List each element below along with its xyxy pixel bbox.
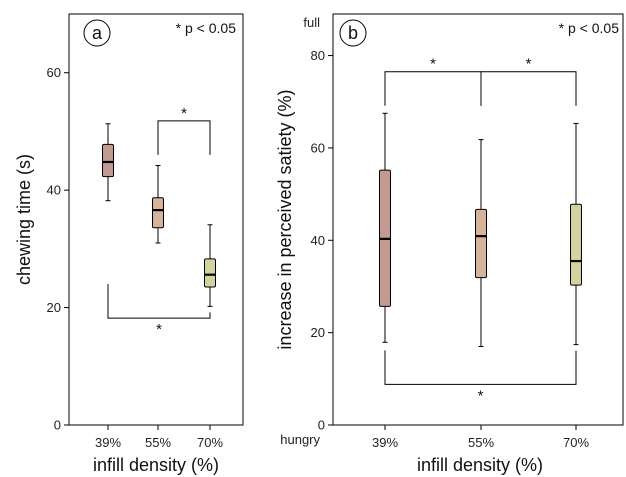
panel-b-y-tick-label: 80 — [311, 48, 325, 63]
panel-a-significance-brackets: ** — [107, 105, 211, 338]
panel-a-y-axis-title: chewing time (s) — [14, 154, 34, 285]
panel-a-x-axis: 39% 55% 70% — [95, 425, 223, 450]
panel-a-y-tick-label: 60 — [47, 65, 61, 80]
bracket-line — [384, 350, 577, 385]
panel-a-box-70pct — [204, 224, 216, 307]
panel-a-y-axis: 0 20 40 60 — [47, 65, 69, 433]
panel-b-y-label-hungry: hungry — [280, 432, 320, 447]
panel-b-y-axis-title: increase in perceived satiety (%) — [275, 89, 295, 349]
panel-a-box-39pct — [102, 123, 114, 202]
panel-b-box-39pct — [379, 112, 391, 343]
panel-b-significance-note: * p < 0.05 — [559, 20, 620, 36]
panel-b-x-tick-label: 70% — [563, 435, 589, 450]
significance-bracket: * — [384, 56, 482, 106]
panel-a-x-axis-title: infill density (%) — [93, 455, 219, 475]
panel-b-significance-brackets: * * * — [384, 56, 577, 404]
panel-b-boxplots — [379, 112, 582, 347]
significance-star: * — [430, 56, 436, 73]
panel-b-box-70pct — [570, 122, 582, 346]
significance-bracket: * — [107, 284, 211, 338]
panel-b-y-tick-label: 20 — [311, 325, 325, 340]
interquartile-box — [204, 258, 216, 288]
panel-b-y-tick-label: 60 — [311, 140, 325, 155]
panel-b-y-tick-label: 0 — [318, 418, 325, 433]
panel-b-x-tick-label: 39% — [372, 435, 398, 450]
panel-a-x-tick-label: 70% — [197, 435, 223, 450]
panel-b-letter: b — [348, 23, 358, 43]
panel-a-boxplots — [102, 123, 216, 307]
significance-bracket: * — [480, 56, 577, 106]
panel-b-perceived-satiety: b * p < 0.05 full hungry 0 20 40 60 80 39% 55… — [275, 13, 624, 475]
panel-a-y-tick-label: 0 — [54, 418, 61, 433]
panel-b-x-axis-title: infill density (%) — [417, 455, 543, 475]
panel-b-frame — [332, 13, 624, 426]
panel-a-box-55pct — [152, 164, 164, 244]
significance-star: * — [156, 321, 162, 338]
significance-star: * — [181, 105, 187, 122]
panel-a-y-tick-label: 20 — [47, 300, 61, 315]
bracket-line — [384, 71, 482, 106]
bracket-line — [157, 120, 211, 155]
panel-b-y-tick-label: 40 — [311, 233, 325, 248]
bracket-line — [480, 71, 577, 106]
bracket-line — [107, 284, 211, 319]
interquartile-box — [152, 197, 164, 229]
panel-b-y-axis: 0 20 40 60 80 — [311, 48, 333, 433]
panel-b-x-tick-label: 55% — [468, 435, 494, 450]
panel-a-frame — [68, 13, 244, 426]
panel-a-label-circle — [83, 19, 111, 47]
interquartile-box — [102, 143, 114, 178]
panel-b-y-label-full: full — [303, 15, 320, 30]
panel-b-label-circle — [339, 19, 367, 47]
panel-a-y-tick-label: 40 — [47, 183, 61, 198]
interquartile-box — [475, 208, 487, 279]
interquartile-box — [570, 203, 582, 286]
panel-a-x-tick-label: 39% — [95, 435, 121, 450]
panel-b-box-55pct — [475, 139, 487, 347]
panel-a-x-tick-label: 55% — [145, 435, 171, 450]
significance-star: * — [526, 56, 532, 73]
significance-star: * — [478, 387, 484, 404]
significance-bracket: * — [157, 105, 211, 155]
panel-a-letter: a — [92, 23, 103, 43]
panel-a-significance-note: * p < 0.05 — [176, 20, 237, 36]
panel-b-x-axis: 39% 55% 70% — [372, 425, 589, 450]
significance-bracket: * — [384, 350, 577, 404]
